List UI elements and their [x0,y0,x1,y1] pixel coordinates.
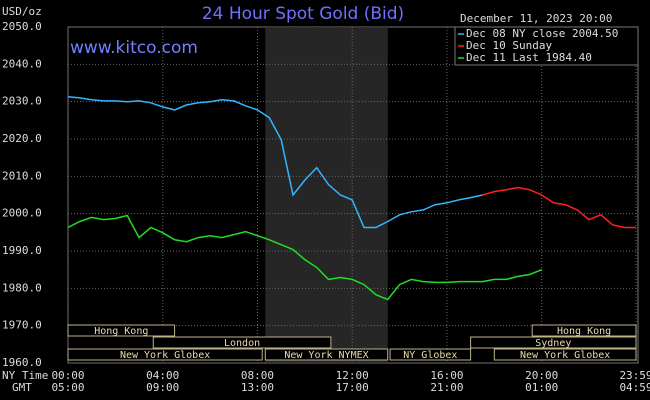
y-tick-label: 2030.0 [2,95,42,108]
series-line [67,96,483,229]
watermark: www.kitco.com [70,38,198,58]
plot: 1960.0 1970.0 1980.0 1990.0 2000.0 2010.0 2020… [2,20,650,394]
session-box [531,324,637,337]
y-unit: USD/oz [2,5,42,18]
legend-label: Dec 10 Sunday [466,39,552,52]
x-tick-label: 23:59 [619,369,650,382]
legend-label: Dec 11 Last 1984.40 [466,51,592,64]
timestamp: December 11, 2023 20:00 [460,12,612,25]
session-box [493,348,637,361]
x2-tick-label: 04:59 [619,381,650,394]
x-row-title: NY Time [2,369,48,382]
session-label: New York Globex [520,350,610,361]
y-tick-label: 2040.0 [2,57,42,70]
session-label: New York Globex [120,350,210,361]
y-tick-label: 1990.0 [2,244,42,257]
x-tick-label: 00:00 [51,369,84,382]
series-line [482,186,636,229]
session-label: London [224,338,260,349]
x-tick-label: 12:00 [336,369,369,382]
session-box [152,336,332,349]
x2-tick-label: 13:00 [241,381,274,394]
series-line [67,214,542,301]
y-tick-label: 2000.0 [2,207,42,220]
x2-tick-label: 09:00 [146,381,179,394]
x2-tick-label: 17:00 [336,381,369,394]
x2-tick-label: 21:00 [430,381,463,394]
y-tick-label: 2020.0 [2,132,42,145]
session-box [264,348,389,361]
session-label: Hong Kong [557,326,611,337]
x-tick-label: 20:00 [525,369,558,382]
chart-title: 24 Hour Spot Gold (Bid) [202,4,404,24]
y-tick-label: 1980.0 [2,281,42,294]
x-tick-label: 04:00 [146,369,179,382]
legend-label: Dec 08 NY close 2004.50 [466,27,618,40]
x-tick-label: 08:00 [241,369,274,382]
session-box [67,348,263,361]
y-tick-label: 2010.0 [2,169,42,182]
y-tick-label: 1970.0 [2,319,42,332]
session-box [389,348,472,361]
x-tick-label: 16:00 [430,369,463,382]
legend-box [454,26,639,66]
session-label: New York NYMEX [284,350,368,361]
x2-tick-label: 05:00 [51,381,84,394]
x2-tick-label: 01:00 [525,381,558,394]
session-label: Hong Kong [94,326,148,337]
session-box [470,336,637,349]
session-shade [265,27,388,363]
x2-row-title: GMT [12,381,32,394]
y-tick-label: 1960.0 [2,356,42,369]
session-box [67,324,176,337]
session-label: NY Globex [403,350,457,361]
session-label: Sydney [535,338,571,349]
y-tick-label: 2050.0 [2,20,42,33]
